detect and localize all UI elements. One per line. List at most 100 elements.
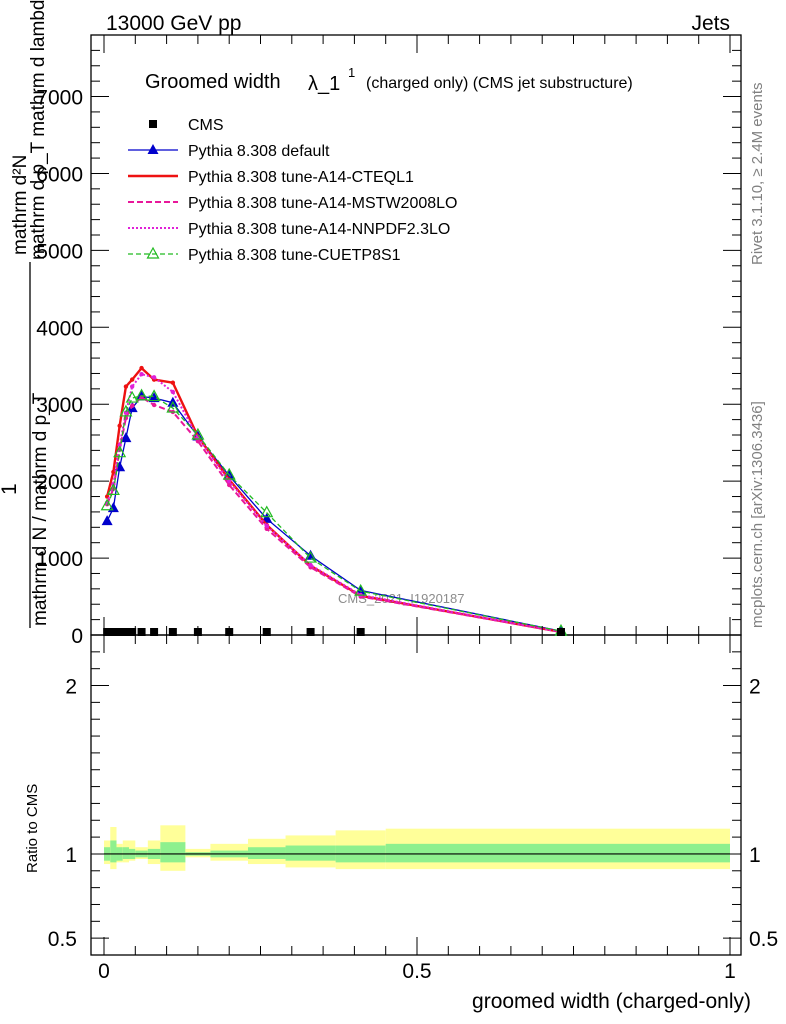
data-point [106,483,120,495]
ratio-tick-label-right: 2 [749,676,761,699]
inner-band-bin [122,847,130,859]
series-1 [101,390,567,636]
data-point [139,365,144,371]
y-tick-label: 7000 [36,87,83,110]
data-point [117,423,122,428]
data-point [151,375,157,380]
inner-band-bin [385,843,730,863]
data-point [120,432,132,443]
ylabel-lead: 1 [0,483,21,495]
legend-entry: Pythia 8.308 tune-CUETP8S1 [128,246,401,264]
legend-label: Pythia 8.308 tune-A14-MSTW2008LO [188,195,457,212]
series-line [106,395,562,632]
y-tick-label: 5000 [36,240,83,263]
data-point [115,628,124,636]
data-point [129,403,135,408]
data-point [227,478,232,484]
x-tick-label: 1 [724,960,736,983]
header-right: Jets [691,12,730,35]
inner-band-bin [110,840,117,863]
x-tick-label: 0 [98,960,110,983]
ratio-tick-label: 0.5 [48,928,77,951]
data-point [109,628,118,636]
legend-swatch-marker [149,120,157,128]
lower-frame [90,634,742,956]
data-point [128,628,137,636]
data-point [147,389,161,402]
data-point [125,390,139,403]
ratio-tick-label: 1 [65,844,77,867]
x-tick-label: 0.5 [402,960,431,983]
lower-frame-border [90,634,742,956]
legend-label: CMS [188,117,224,134]
data-point [129,384,135,389]
data-point [308,562,313,568]
title-symbol: λ_1 [308,73,340,95]
ylabel-numer-bottom: mathrm d p_T mathrm d lambda [28,0,49,260]
data-point [148,392,160,403]
upper-ylabel: mathrm d²N mathrm d p_T mathrm d lambda … [0,0,51,628]
header-left: 13000 GeV pp [106,12,241,35]
data-point [121,628,130,636]
x-axis-label: groomed width (charged-only) [472,990,751,1013]
data-point [111,469,116,475]
data-point [191,427,205,440]
legend-label: Pythia 8.308 tune-CUETP8S1 [188,247,401,264]
data-point [354,583,368,596]
legend-entry: Pythia 8.308 tune-A14-MSTW2008LO [128,195,457,212]
data-point [103,628,112,636]
inner-band-bin [285,845,336,861]
legend-swatch-marker [147,144,159,154]
data-point [100,498,114,511]
data-point [170,380,176,385]
ratio-bands [104,825,730,871]
y-tick-label: 2000 [36,471,83,494]
series-line [105,366,562,634]
plot-title: Groomed width λ_1 1 (charged only) (CMS … [145,65,633,95]
data-point [170,389,176,395]
series-3 [104,395,564,635]
data-point [262,628,271,636]
legend: CMS Pythia 8.308 default Pythia 8.308 tune… [128,117,457,264]
data-point [151,402,157,408]
legend-swatch-marker [146,246,160,259]
data-point [123,410,129,415]
y-tick-label: 4000 [36,317,83,340]
legend-entry: Pythia 8.308 tune-A14-CTEQL1 [128,169,414,186]
rivet-label: Rivet 3.1.10, ≥ 2.4M events [749,83,766,266]
y-tick-label: 3000 [36,394,83,417]
data-point [129,377,135,382]
mcplots-label: mcplots.cern.ch [arXiv:1306.3436] [749,401,766,628]
data-point [168,628,177,636]
legend-label: Pythia 8.308 tune-A14-NNPDF2.3LO [188,221,450,238]
series-line [106,373,562,633]
data-point [222,467,236,480]
legend-entry: Pythia 8.308 default [128,143,330,160]
data-point [139,372,144,377]
title-rest: (charged only) (CMS jet substructure) [366,75,633,92]
title-main: Groomed width [145,71,281,93]
ratio-tick-label-right: 1 [749,844,761,867]
axis-ticks: 0 1000 2000 3000 4000 5000 6000 7000 0.5 0.5 1 1 2 2 0… [36,35,778,983]
ratio-tick-label: 2 [65,676,77,699]
series-line [106,395,562,632]
lower-ylabel: Ratio to CMS [24,784,41,873]
data-point [135,388,149,401]
title-sup: 1 [348,65,355,80]
data-point [227,482,232,488]
y-tick-label: 0 [71,625,83,648]
y-tick-label: 6000 [36,163,83,186]
ylabel-numer-top: mathrm d²N [10,155,31,255]
data-point [166,400,180,413]
data-point [264,523,269,528]
data-point [117,442,122,448]
data-point [304,550,318,563]
series-line [106,396,562,633]
data-point [150,628,159,636]
data-point [137,628,146,636]
data-point [119,404,133,417]
legend-label: Pythia 8.308 default [188,143,330,160]
data-point [355,584,367,595]
data-point [556,628,565,636]
